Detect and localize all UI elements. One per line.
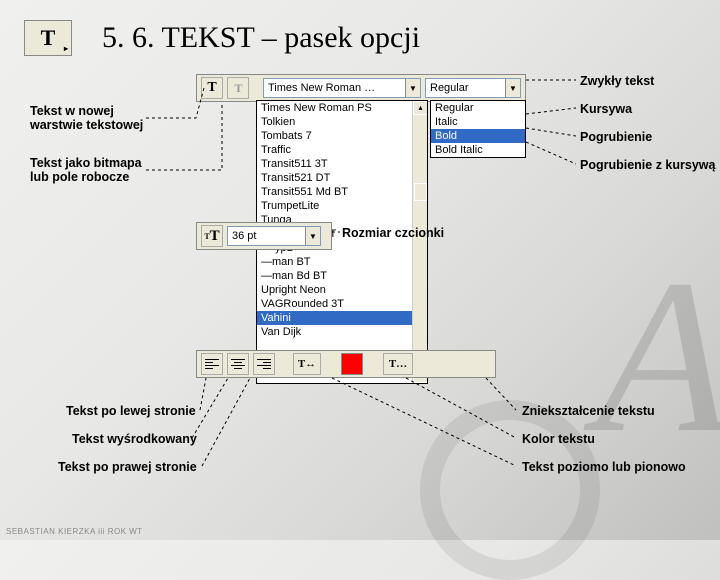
label-warp: Zniekształcenie tekstu [522, 404, 655, 418]
font-option[interactable]: Traffic [257, 143, 427, 157]
font-option[interactable]: Van Dijk [257, 325, 427, 339]
label-italic: Kursywa [580, 102, 632, 116]
text-layer-button[interactable]: T [201, 77, 223, 99]
font-option[interactable]: Times New Roman PS [257, 101, 427, 115]
label-align-left: Tekst po lewej stronie [66, 404, 196, 418]
label-bold: Pogrubienie [580, 130, 652, 144]
label-align-right: Tekst po prawej stronie [58, 460, 197, 474]
toolbar-bottom: T↔ T… [196, 350, 496, 378]
toolbar-size: TT 36 pt▼ [196, 222, 332, 250]
align-center-button[interactable] [227, 353, 249, 375]
font-option[interactable]: Tombats 7 [257, 129, 427, 143]
font-option[interactable]: Vahini [257, 311, 427, 325]
title-row: T▸ 5. 6. TEKST – pasek opcji [24, 20, 696, 56]
style-option[interactable]: Bold [431, 129, 525, 143]
chevron-down-icon: ▼ [305, 227, 320, 245]
font-option[interactable]: —man BT [257, 255, 427, 269]
font-option[interactable]: Tolkien [257, 115, 427, 129]
font-option[interactable]: Upright Neon [257, 283, 427, 297]
diagram-canvas: Tekst w nowej warstwie tekstowej Tekst j… [24, 74, 696, 494]
font-style-combo[interactable]: Regular▼ [425, 78, 521, 98]
label-align-center: Tekst wyśrodkowany [72, 432, 197, 446]
style-option[interactable]: Bold Italic [431, 143, 525, 157]
label-orient: Tekst poziomo lub pionowo [522, 460, 686, 474]
label-bolditalic: Pogrubienie z kursywą [580, 158, 715, 172]
label-bitmap: Tekst jako bitmapa lub pole robocze [30, 156, 142, 184]
chevron-down-icon: ▼ [505, 79, 520, 97]
label-regular: Zwykły tekst [580, 74, 654, 88]
font-option[interactable]: VAGRounded 3T [257, 297, 427, 311]
style-option[interactable]: Italic [431, 115, 525, 129]
label-color: Kolor tekstu [522, 432, 595, 446]
text-orient-button[interactable]: T↔ [293, 353, 321, 375]
scrollbar[interactable]: ▴ ▾ [412, 101, 427, 383]
text-mask-button[interactable]: T [227, 77, 249, 99]
footer-credit: SEBASTIAN KIERZKA iii ROK WT [6, 527, 143, 536]
text-color-swatch[interactable] [341, 353, 363, 375]
text-warp-button[interactable]: T… [383, 353, 413, 375]
align-left-button[interactable] [201, 353, 223, 375]
font-option[interactable]: Transit521 DT [257, 171, 427, 185]
align-right-button[interactable] [253, 353, 275, 375]
chevron-down-icon: ▼ [405, 79, 420, 97]
font-option[interactable]: Transit551 Md BT [257, 185, 427, 199]
page-title: 5. 6. TEKST – pasek opcji [102, 21, 420, 55]
size-icon: TT [201, 225, 223, 247]
label-new-layer: Tekst w nowej warstwie tekstowej [30, 104, 143, 132]
scroll-thumb[interactable] [414, 183, 427, 201]
scroll-up-button[interactable]: ▴ [413, 101, 428, 115]
style-option[interactable]: Regular [431, 101, 525, 115]
toolbar-top: T T Times New Roman …▼ Regular▼ [196, 74, 526, 102]
font-size-combo[interactable]: 36 pt▼ [227, 226, 321, 246]
font-style-dropdown[interactable]: RegularItalicBoldBold Italic [430, 100, 526, 158]
font-option[interactable]: Transit511 3T [257, 157, 427, 171]
font-option[interactable]: TrumpetLite [257, 199, 427, 213]
type-tool-icon: T▸ [24, 20, 72, 56]
font-family-combo[interactable]: Times New Roman …▼ [263, 78, 421, 98]
font-option[interactable]: —man Bd BT [257, 269, 427, 283]
label-fontsize: Rozmiar czcionki [342, 226, 444, 240]
